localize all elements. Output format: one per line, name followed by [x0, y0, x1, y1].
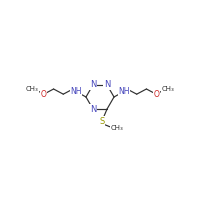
- Text: N: N: [90, 105, 96, 114]
- Text: NH: NH: [70, 86, 82, 96]
- Text: N: N: [90, 80, 96, 89]
- Text: S: S: [99, 116, 105, 126]
- Text: O: O: [153, 90, 159, 99]
- Text: NH: NH: [118, 86, 130, 96]
- Text: O: O: [41, 90, 47, 99]
- Text: CH₃: CH₃: [161, 86, 174, 92]
- Text: CH₃: CH₃: [111, 125, 123, 131]
- Text: N: N: [104, 80, 110, 89]
- Text: CH₃: CH₃: [26, 86, 39, 92]
